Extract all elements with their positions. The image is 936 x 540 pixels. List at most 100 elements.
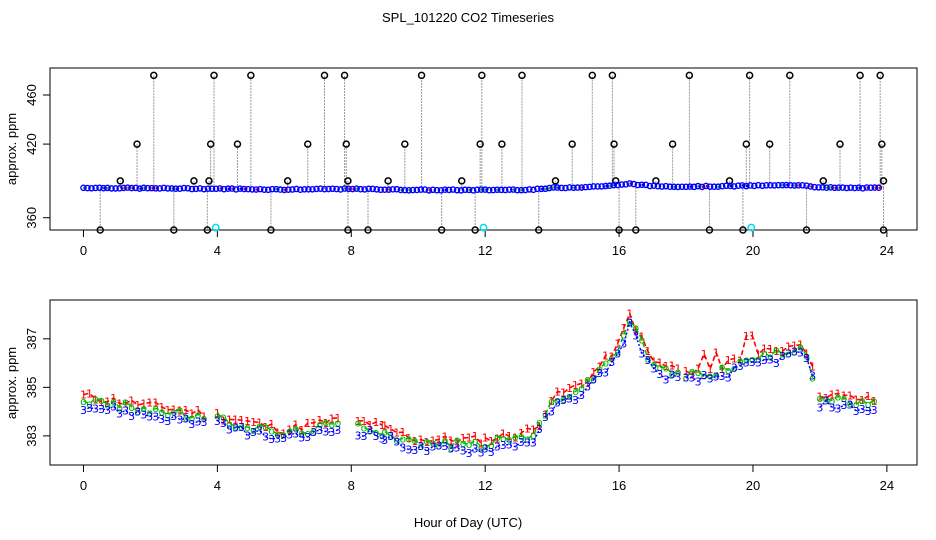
bottom-series-label-3: 3 — [865, 405, 872, 418]
bottom-series-label-3: 3 — [367, 424, 374, 437]
bottom-series-label-1: 1 — [841, 389, 848, 402]
panel-top-frame — [49, 67, 918, 231]
bottom-series-label-1: 1 — [797, 339, 804, 352]
top-spike-point — [401, 140, 409, 148]
bottom-series-line-3 — [83, 405, 205, 425]
bottom-series-label-3: 3 — [472, 442, 479, 455]
bottom-series-label-1: 1 — [689, 368, 696, 381]
bottom-series-label-3: 3 — [214, 415, 221, 428]
bottom-series-label-2: o — [644, 353, 651, 366]
top-base-point — [871, 184, 879, 191]
bottom-series-label-2: o — [494, 431, 501, 444]
bottom-series-label-2: o — [195, 408, 202, 421]
top-spike-point — [534, 226, 543, 234]
bottom-series-line-3 — [384, 435, 482, 454]
bottom-series-label-3: 3 — [656, 368, 663, 381]
top-base-point — [582, 183, 589, 191]
top-spike-point — [786, 71, 794, 80]
bottom-series-label-2: o — [399, 433, 406, 446]
bottom-series-label-3: 3 — [80, 404, 87, 417]
bottom-series-line-3 — [357, 428, 383, 440]
bottom-series-label-2: o — [292, 422, 299, 435]
bottom-series-label-2: o — [134, 405, 141, 418]
top-base-point — [445, 186, 453, 194]
top-x-tick-label: 4 — [214, 243, 221, 258]
bottom-series-label-2: o — [412, 434, 419, 447]
bottom-series-label-1: 1 — [761, 342, 768, 355]
bottom-series-label-3: 3 — [360, 430, 367, 443]
bottom-series-label-1: 1 — [442, 430, 449, 443]
bottom-series-label-2: o — [663, 361, 670, 374]
bottom-y-tick-label: 385 — [24, 377, 39, 399]
top-spike-point — [344, 177, 352, 185]
top-base-point — [244, 185, 252, 193]
top-base-point — [309, 186, 316, 193]
x-axis-label: Hour of Day (UTC) — [414, 515, 522, 530]
bottom-data-marks: 1 1 1 1 1 1 1 1 1 1 1 1 1 1 1 1 1 1 1 11 11 1 1 1 1 1 1 1 11 1 1 1 11 1 1 1… — [80, 308, 878, 460]
top-base-point — [345, 185, 352, 193]
bottom-series-label-1: 1 — [816, 390, 823, 403]
bottom-series-label-1: 1 — [164, 404, 171, 417]
bottom-series-label-2: o — [373, 426, 380, 439]
bottom-series-label-3: 3 — [701, 369, 708, 382]
bottom-series-label-1: 1 — [785, 340, 792, 353]
bottom-series-label-1: 1 — [791, 340, 798, 353]
bottom-series-label-2: o — [304, 427, 311, 440]
top-base-point — [361, 186, 368, 193]
top-spike-point — [150, 71, 158, 80]
top-base-point — [734, 182, 742, 190]
top-spike-point — [878, 140, 886, 148]
bottom-series-label-1: 1 — [140, 398, 147, 411]
bottom-series-label-2: o — [596, 363, 603, 376]
bottom-series-label-2: o — [128, 401, 135, 414]
top-spike-point — [340, 71, 349, 80]
top-base-point — [759, 182, 766, 190]
top-base-point — [92, 184, 99, 192]
top-base-point — [353, 185, 360, 192]
top-base-point — [228, 185, 236, 192]
top-base-point — [381, 186, 389, 193]
bottom-series-label-1: 1 — [98, 396, 105, 409]
bottom-series-label-3: 3 — [596, 367, 603, 380]
bottom-series-label-2: o — [424, 435, 431, 448]
bottom-series-label-1: 1 — [176, 404, 183, 417]
bottom-series-label-2: o — [719, 360, 726, 373]
bottom-series-label-3: 3 — [354, 429, 361, 442]
bottom-series-label-2: o — [518, 430, 525, 443]
bottom-series-label-3: 3 — [816, 401, 823, 414]
top-base-point — [120, 184, 127, 192]
top-base-point — [453, 186, 461, 194]
top-spike-point — [116, 177, 125, 185]
bottom-series-label-2: o — [506, 433, 513, 446]
bottom-series-label-1: 1 — [683, 365, 690, 378]
bottom-series-label-1: 1 — [214, 407, 221, 420]
bottom-series-label-1: 1 — [158, 401, 165, 414]
top-base-point — [112, 185, 119, 192]
bottom-series-label-2: o — [379, 429, 386, 442]
bottom-series-label-2: o — [80, 395, 87, 408]
top-base-point — [373, 186, 381, 193]
bottom-series-label-2: o — [454, 433, 461, 446]
top-base-point — [771, 182, 778, 189]
bottom-series-label-3: 3 — [512, 441, 519, 454]
top-base-point — [425, 187, 433, 194]
bottom-series-label-3: 3 — [466, 447, 473, 460]
bottom-series-label-2: o — [823, 392, 830, 405]
top-base-point — [542, 185, 549, 193]
top-spike-point — [876, 71, 884, 80]
bottom-series-label-1: 1 — [650, 356, 657, 369]
top-base-point — [751, 182, 758, 190]
top-base-point — [260, 186, 268, 193]
top-base-point — [638, 181, 646, 189]
bottom-series-label-3: 3 — [200, 416, 207, 429]
top-spike-point — [267, 226, 275, 234]
top-base-point — [116, 185, 123, 192]
panel-bottom-frame — [49, 299, 918, 466]
top-base-point — [473, 186, 481, 194]
bottom-series-label-3: 3 — [761, 354, 768, 367]
bottom-series-label-3: 3 — [797, 346, 804, 359]
top-base-point — [421, 186, 429, 193]
top-spike-point — [498, 140, 506, 148]
bottom-series-label-3: 3 — [737, 360, 744, 373]
bottom-series-label-2: o — [542, 408, 549, 421]
